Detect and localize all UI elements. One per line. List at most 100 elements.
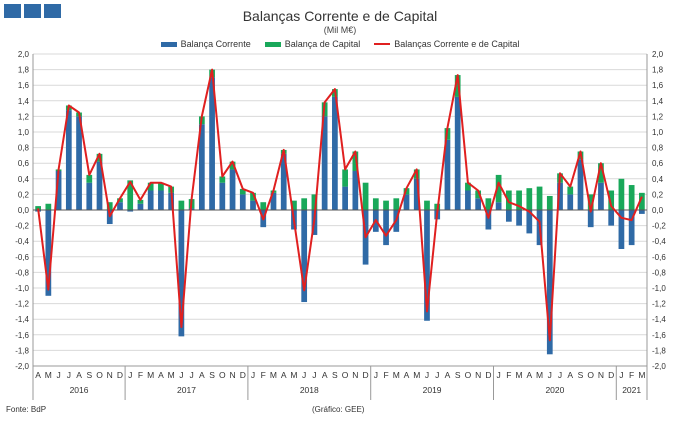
bar-current xyxy=(137,203,144,210)
bar-current xyxy=(485,210,492,230)
bar-current xyxy=(639,210,645,214)
y-tick-label-left: 1,0 xyxy=(18,128,30,137)
bar-current xyxy=(65,110,72,210)
x-tick-label: A xyxy=(199,370,205,380)
year-label: 2019 xyxy=(423,385,442,395)
bar-capital xyxy=(536,186,543,210)
bar-capital xyxy=(127,180,134,210)
bar-capital xyxy=(45,203,52,210)
x-tick-label: J xyxy=(312,370,316,380)
bar-current xyxy=(505,210,512,222)
x-tick-label: D xyxy=(363,370,369,380)
x-tick-label: M xyxy=(168,370,175,380)
bar-current xyxy=(475,198,482,210)
bar-current xyxy=(229,169,236,210)
bar-current xyxy=(567,194,574,210)
y-tick-label-left: 1,8 xyxy=(18,66,30,75)
x-tick-label: F xyxy=(138,370,143,380)
bar-capital xyxy=(598,163,604,183)
legend-item-current: Balança Corrente xyxy=(160,39,251,49)
legend-swatch-current xyxy=(160,41,177,47)
bar-capital xyxy=(628,185,635,210)
bar-capital xyxy=(393,198,400,210)
bar-capital xyxy=(301,198,308,210)
bar-capital xyxy=(475,190,482,199)
y-tick-label-left: 0,8 xyxy=(18,144,30,153)
x-tick-label: M xyxy=(638,370,645,380)
bar-current xyxy=(147,190,154,210)
x-tick-label: S xyxy=(86,370,92,380)
bar-current xyxy=(546,210,553,355)
bar-capital xyxy=(260,202,267,210)
bar-current xyxy=(598,182,604,210)
bar-current xyxy=(424,210,430,321)
x-tick-label: M xyxy=(270,370,277,380)
legend-swatch-capital xyxy=(264,41,281,47)
bar-capital xyxy=(383,200,389,210)
bar-current xyxy=(127,210,134,212)
legend-item-capital: Balança de Capital xyxy=(264,39,360,49)
bar-current xyxy=(577,159,584,210)
y-tick-label-right: 0,8 xyxy=(652,144,664,153)
x-tick-label: J xyxy=(67,370,71,380)
bar-current xyxy=(403,194,410,210)
bar-current xyxy=(301,210,308,303)
x-tick-label: A xyxy=(404,370,410,380)
year-label: 2021 xyxy=(622,385,641,395)
x-tick-label: D xyxy=(608,370,614,380)
bar-current xyxy=(158,190,164,210)
x-tick-label: N xyxy=(352,370,358,380)
y-tick-label-left: 0,4 xyxy=(18,175,30,184)
source-note: Fonte: BdP xyxy=(6,405,47,414)
bar-capital xyxy=(587,194,594,210)
y-tick-label-right: -1,2 xyxy=(652,300,666,309)
y-tick-label-right: 1,2 xyxy=(652,112,664,121)
logo-block xyxy=(24,4,41,18)
bar-current xyxy=(117,202,123,210)
bar-capital xyxy=(465,182,471,191)
bar-current xyxy=(280,153,287,210)
x-tick-label: D xyxy=(485,370,491,380)
x-tick-label: N xyxy=(229,370,235,380)
bar-current xyxy=(628,210,635,246)
bar-capital xyxy=(147,182,154,191)
y-tick-label-left: -1,0 xyxy=(15,284,29,293)
y-tick-label-right: 1,6 xyxy=(652,81,664,90)
x-tick-label: O xyxy=(342,370,349,380)
x-tick-label: J xyxy=(496,370,500,380)
credit-note: (Gráfico: GEE) xyxy=(312,405,365,414)
x-tick-label: A xyxy=(281,370,287,380)
y-tick-label-right: 0,2 xyxy=(652,190,664,199)
bar-capital xyxy=(618,178,625,210)
bar-current xyxy=(557,182,563,210)
bar-current xyxy=(55,171,62,210)
x-tick-label: N xyxy=(475,370,481,380)
bar-capital xyxy=(362,182,369,210)
bar-current xyxy=(342,186,348,210)
y-tick-label-left: -1,8 xyxy=(15,346,29,355)
x-tick-label: S xyxy=(578,370,584,380)
legend-label-current: Balança Corrente xyxy=(180,39,251,49)
y-tick-label-right: -1,8 xyxy=(652,346,666,355)
y-tick-label-right: -0,6 xyxy=(652,253,666,262)
x-tick-label: J xyxy=(425,370,429,380)
x-tick-label: J xyxy=(435,370,439,380)
bar-current xyxy=(270,192,277,210)
legend-item-combined: Balanças Corrente e de Capital xyxy=(374,39,519,49)
bar-current xyxy=(495,202,502,210)
year-label: 2020 xyxy=(545,385,564,395)
y-tick-label-left: -2,0 xyxy=(15,362,29,371)
line-combined xyxy=(37,68,643,342)
y-tick-label-right: -1,4 xyxy=(652,315,666,324)
bar-current xyxy=(526,210,533,234)
x-tick-label: A xyxy=(158,370,164,380)
bar-current xyxy=(352,171,359,210)
bar-current xyxy=(321,116,328,210)
x-tick-label: A xyxy=(526,370,532,380)
bar-capital xyxy=(567,186,574,195)
x-tick-label: M xyxy=(393,370,400,380)
x-tick-label: J xyxy=(56,370,60,380)
bar-current xyxy=(587,210,594,228)
chart-legend: Balança Corrente Balança de Capital Bala… xyxy=(0,39,680,49)
bar-capital xyxy=(250,192,256,201)
